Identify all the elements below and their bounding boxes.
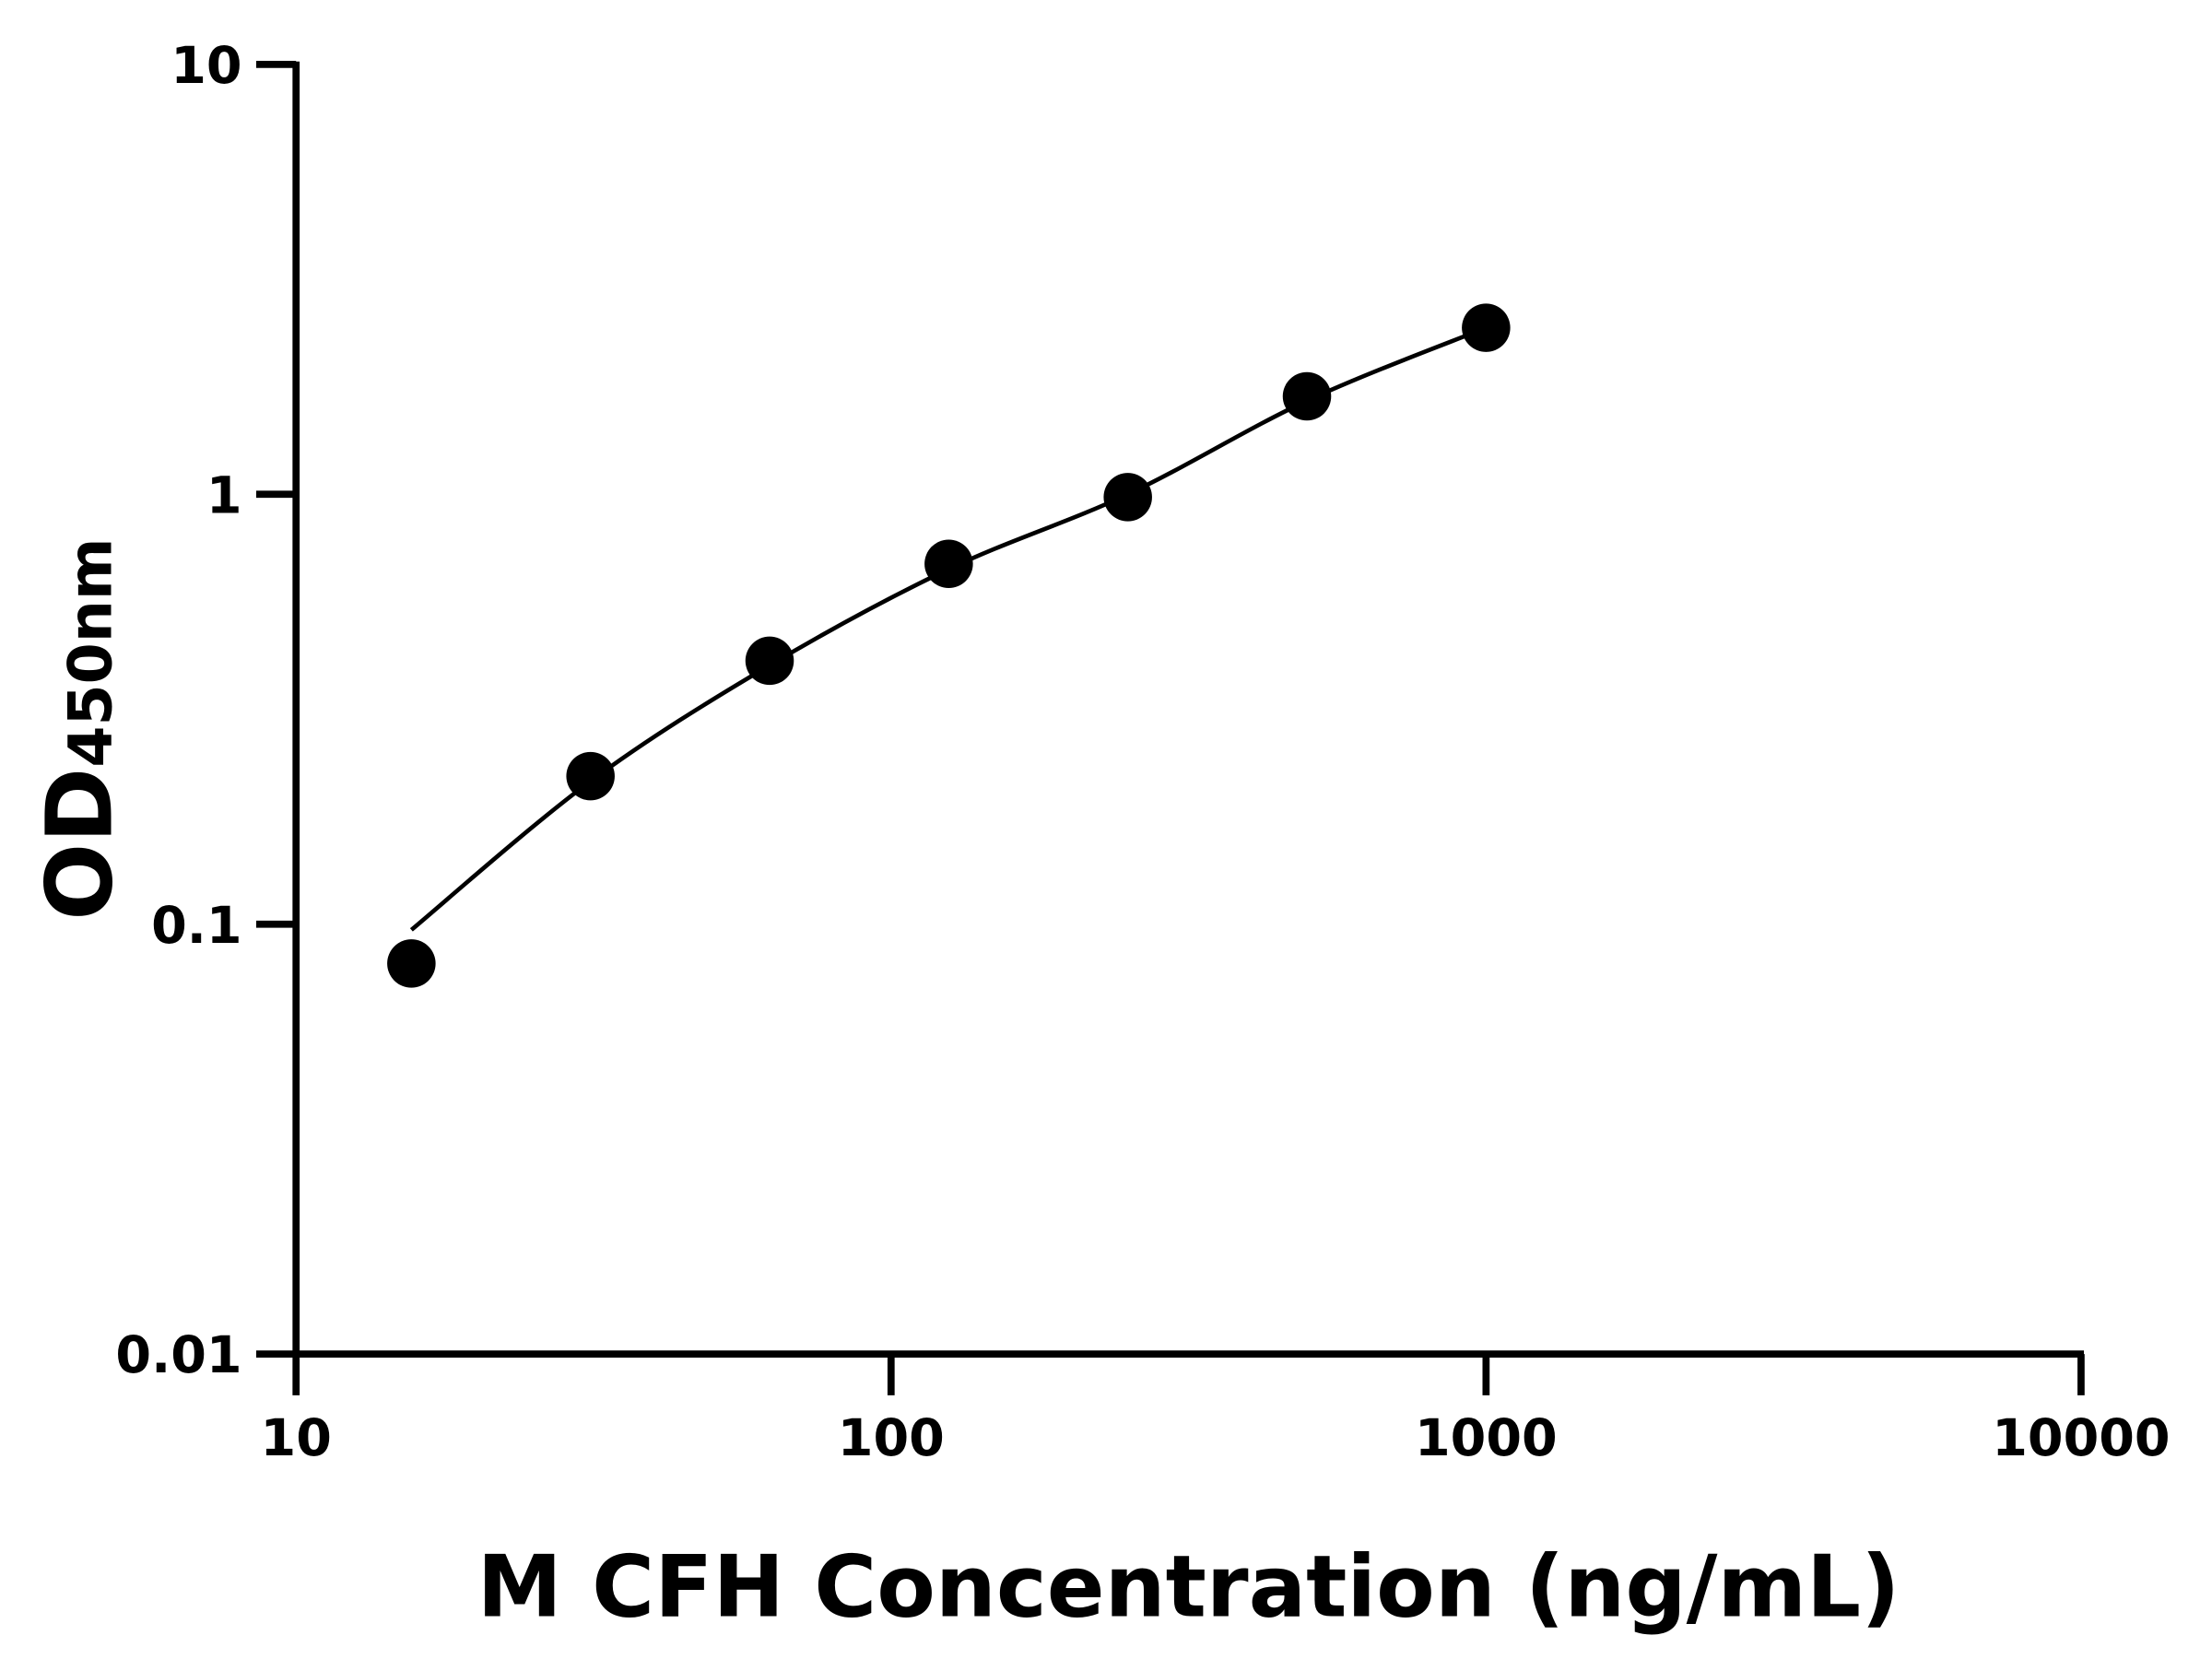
y-axis-label: OD450nm [27,538,133,921]
y-tick-label: 10 [171,36,241,96]
y-tick-label: 0.1 [151,896,241,956]
y-axis-label-subscript: 450nm [56,538,125,768]
data-point [387,939,436,988]
fit-curve-line [409,325,1488,932]
data-point [1462,303,1511,352]
data-point [566,751,615,801]
y-axis-label-main: OD [27,768,133,921]
x-tick-label: 10000 [1992,1408,2170,1468]
y-tick-label: 1 [206,465,242,525]
x-tick-label: 100 [838,1408,945,1468]
data-point [1282,371,1332,421]
svg-text:OD450nm: OD450nm [27,538,133,921]
x-axis-label: M CFH Concentration (ng/mL) [477,1536,1900,1636]
x-tick-label: 10 [261,1408,332,1468]
x-tick-label: 1000 [1415,1408,1558,1468]
data-point [745,636,794,686]
data-point [1103,473,1152,522]
y-tick-label: 0.01 [115,1325,241,1385]
axes [292,61,2085,1358]
data-point [924,539,973,589]
